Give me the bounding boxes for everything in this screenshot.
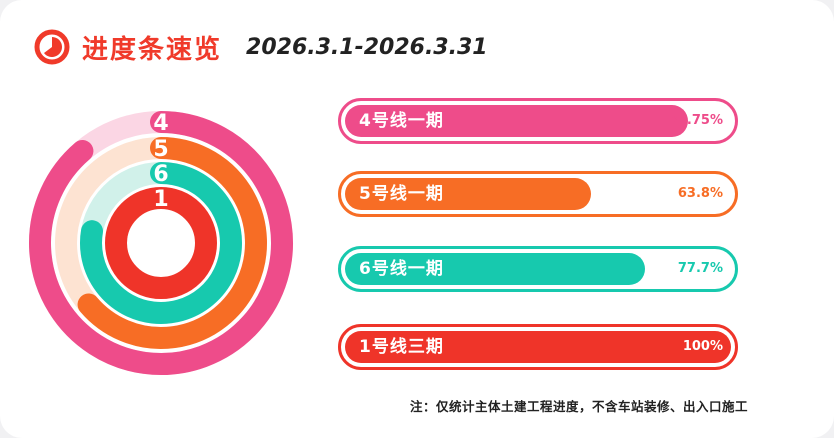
progress-bar-fill — [345, 253, 645, 285]
ring-label: 1 — [153, 187, 168, 212]
line-name-label: 1号线三期 — [359, 337, 444, 357]
line-name-label: 6号线一期 — [359, 259, 444, 279]
progress-bar: 1号线三期 100% — [338, 324, 738, 370]
progress-value-label: 100% — [682, 339, 723, 354]
footnote: 注：仅统计主体土建工程进度，不含车站装修、出入口施工 — [409, 399, 748, 414]
progress-bar-fill — [345, 331, 731, 363]
progress-bar-fill — [345, 105, 688, 137]
line-name-label: 5号线一期 — [359, 184, 444, 204]
ring-arc — [80, 162, 242, 324]
ring-label: 6 — [153, 162, 168, 187]
date-range: 2026.3.1-2026.3.31 — [246, 34, 488, 60]
progress-value-label: 88.75% — [668, 113, 723, 128]
clock-icon — [34, 29, 70, 65]
ring-arc — [77, 137, 267, 349]
progress-value-label: 63.8% — [677, 186, 723, 201]
ring-arc — [105, 187, 217, 299]
ring-label: 4 — [153, 111, 168, 136]
line-name-label: 4号线一期 — [359, 111, 444, 131]
progress-bar: 6号线一期 77.7% — [338, 246, 738, 292]
page-title: 进度条速览 — [82, 34, 223, 65]
header: 进度条速览 2026.3.1-2026.3.31 — [34, 27, 488, 67]
ring-arc — [29, 111, 293, 375]
progress-bar: 4号线一期 88.75% — [338, 98, 738, 144]
progress-bar: 5号线一期 63.8% — [338, 171, 738, 217]
progress-bar-fill — [345, 178, 592, 210]
progress-value-label: 77.7% — [677, 261, 723, 276]
ring-label: 5 — [153, 137, 168, 162]
